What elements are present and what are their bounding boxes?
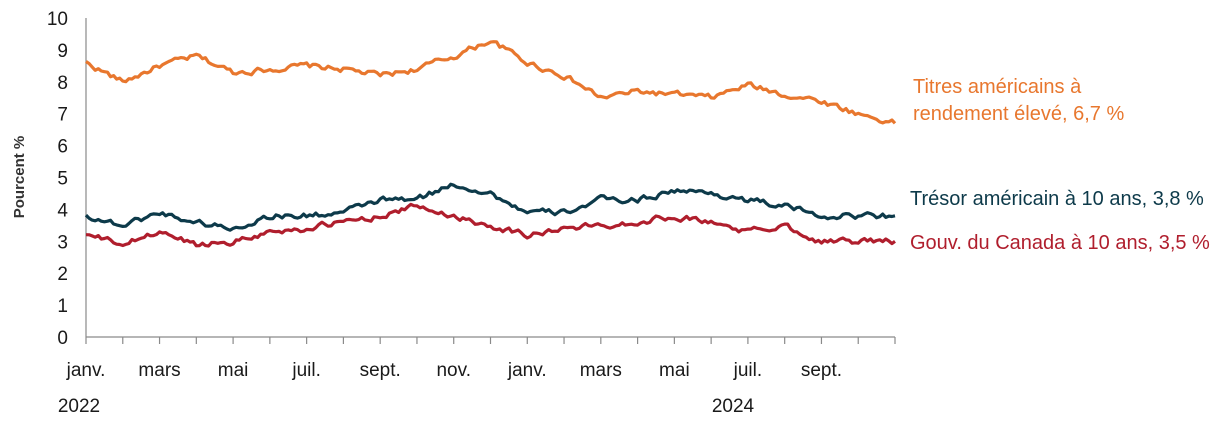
y-tick-label: 10 (47, 9, 68, 30)
x-tick-label: janv. (507, 360, 547, 381)
y-tick-label: 3 (57, 232, 68, 253)
x-tick-label: janv. (66, 360, 106, 381)
series-label-us-treasury: Trésor américain à 10 ans, 3,8 % (910, 188, 1204, 210)
year-label-2022: 2022 (58, 396, 100, 417)
y-tick-label: 1 (57, 296, 68, 317)
x-tick-label: sept. (801, 360, 842, 381)
y-tick-label: 4 (57, 200, 68, 221)
y-tick-label: 2 (57, 264, 68, 285)
x-tick-label: nov. (436, 360, 471, 381)
x-tick-label: mai (659, 360, 690, 381)
x-tick-label: mars (138, 360, 180, 381)
series-label-canada: Gouv. du Canada à 10 ans, 3,5 % (910, 232, 1210, 254)
y-tick-label: 8 (57, 73, 68, 94)
y-tick-label: 9 (57, 41, 68, 62)
y-axis-label: Pourcent % (11, 136, 28, 219)
x-tick-label: mai (218, 360, 249, 381)
series-label-high-yield-line-1: Titres américains à (913, 76, 1082, 98)
year-label-2024: 2024 (712, 396, 755, 417)
y-tick-label: 0 (57, 328, 68, 349)
series-line-us-treasury (84, 182, 896, 232)
x-tick-label: juil. (291, 360, 321, 381)
x-tick-label: juil. (733, 360, 763, 381)
series-line-high-yield (85, 40, 897, 125)
series-label-high-yield: Titres américains à rendement élevé, 6,7… (913, 74, 1124, 128)
x-tick-label: sept. (360, 360, 401, 381)
y-tick-label: 6 (57, 137, 68, 158)
y-tick-label: 5 (57, 169, 68, 190)
y-tick-label: 7 (57, 105, 68, 126)
x-tick-label: mars (580, 360, 622, 381)
series-line-canada (85, 202, 896, 248)
series-label-high-yield-line-2: rendement élevé, 6,7 % (913, 103, 1125, 125)
